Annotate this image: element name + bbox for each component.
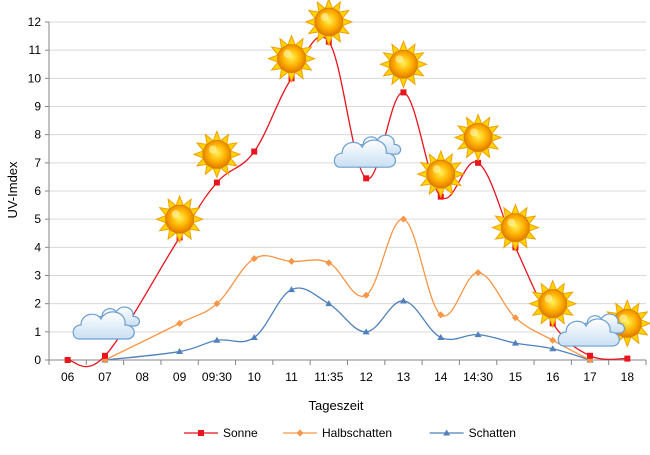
- x-tick-label: 06: [61, 370, 75, 384]
- sun-icon: [192, 129, 242, 179]
- legend-label: Schatten: [469, 426, 516, 440]
- y-tick-label: 9: [34, 100, 41, 114]
- data-point-halbschatten: [325, 259, 333, 267]
- data-point-halbschatten: [288, 257, 296, 265]
- cloud-icon: [333, 134, 402, 168]
- data-point-sonne: [363, 175, 370, 182]
- legend-marker: [443, 429, 451, 436]
- x-tick-label: 18: [621, 370, 635, 384]
- y-tick-label: 6: [34, 184, 41, 198]
- sun-icon: [304, 0, 354, 47]
- data-point-schatten: [176, 348, 184, 355]
- sun-icon: [528, 279, 578, 329]
- data-point-sonne: [475, 159, 482, 166]
- y-tick-label: 2: [34, 297, 41, 311]
- x-tick-label: 08: [136, 370, 150, 384]
- legend-label: Sonne: [223, 426, 258, 440]
- sun-icon: [267, 34, 316, 83]
- data-point-halbschatten: [176, 319, 184, 327]
- y-tick-label: 8: [34, 128, 41, 142]
- data-point-sonne: [64, 357, 71, 363]
- x-tick-label: 14:30: [463, 370, 493, 384]
- cloud-icon: [557, 313, 626, 347]
- data-point-schatten: [437, 333, 445, 340]
- legend-item-halbschatten: Halbschatten: [283, 426, 392, 440]
- data-point-schatten: [288, 286, 296, 293]
- data-point-sonne: [251, 148, 258, 155]
- data-point-schatten: [213, 336, 221, 343]
- legend-item-schatten: Schatten: [429, 426, 516, 440]
- y-tick-label: 12: [28, 15, 42, 29]
- data-point-halbschatten: [437, 311, 445, 319]
- sun-icon: [416, 149, 466, 199]
- data-point-halbschatten: [474, 269, 482, 277]
- data-point-sonne: [101, 352, 108, 359]
- x-tick-label: 13: [397, 370, 411, 384]
- x-tick-label: 10: [248, 370, 262, 384]
- data-point-halbschatten: [362, 291, 370, 299]
- data-point-schatten: [250, 333, 258, 340]
- y-tick-label: 0: [34, 353, 41, 367]
- x-tick-label: 16: [546, 370, 560, 384]
- data-point-sonne: [624, 355, 631, 362]
- y-tick-label: 10: [28, 71, 42, 85]
- y-tick-label: 7: [34, 156, 41, 170]
- x-tick-label: 09:30: [202, 370, 232, 384]
- data-point-schatten: [325, 300, 333, 307]
- cloud-icon: [72, 306, 141, 340]
- data-point-schatten: [362, 328, 370, 335]
- y-tick-label: 1: [34, 325, 41, 339]
- legend-marker: [296, 429, 304, 437]
- x-tick-label: 07: [98, 370, 112, 384]
- data-point-halbschatten: [549, 336, 557, 344]
- y-tick-label: 5: [34, 212, 41, 226]
- sun-icon: [490, 203, 540, 253]
- data-point-schatten: [474, 331, 482, 338]
- data-point-sonne: [587, 352, 594, 359]
- y-tick-label: 11: [29, 43, 42, 57]
- legend: Sonne Halbschatten Schatten: [184, 426, 516, 440]
- legend-label: Halbschatten: [322, 426, 392, 440]
- y-axis-title: UV-Imdex: [5, 161, 20, 219]
- y-tick-label: 3: [34, 269, 41, 283]
- y-tick-label: 4: [34, 240, 41, 254]
- data-point-halbschatten: [250, 255, 258, 263]
- legend-item-sonne: Sonne: [184, 426, 258, 440]
- weather-icon-layer: [72, 0, 650, 348]
- x-tick-label: 17: [583, 370, 597, 384]
- x-tick-label: 11: [285, 370, 298, 384]
- legend-marker: [198, 430, 204, 436]
- x-tick-label: 14: [434, 370, 448, 384]
- data-point-schatten: [549, 345, 557, 352]
- data-point-sonne: [213, 179, 220, 186]
- x-tick-label: 12: [359, 370, 373, 384]
- x-tick-label: 09: [173, 370, 187, 384]
- x-tick-label: 11:35: [314, 370, 343, 384]
- data-point-halbschatten: [399, 215, 407, 223]
- sun-icon: [155, 194, 204, 244]
- x-axis-title: Tageszeit: [309, 398, 364, 413]
- x-tick-label: 15: [509, 370, 523, 384]
- data-point-halbschatten: [213, 300, 221, 308]
- data-point-sonne: [400, 89, 407, 96]
- data-point-halbschatten: [511, 314, 519, 322]
- sun-icon: [453, 113, 503, 162]
- data-point-schatten: [511, 339, 519, 346]
- sun-icon: [379, 39, 428, 89]
- data-point-schatten: [399, 297, 407, 304]
- grid-layer: [49, 21, 646, 333]
